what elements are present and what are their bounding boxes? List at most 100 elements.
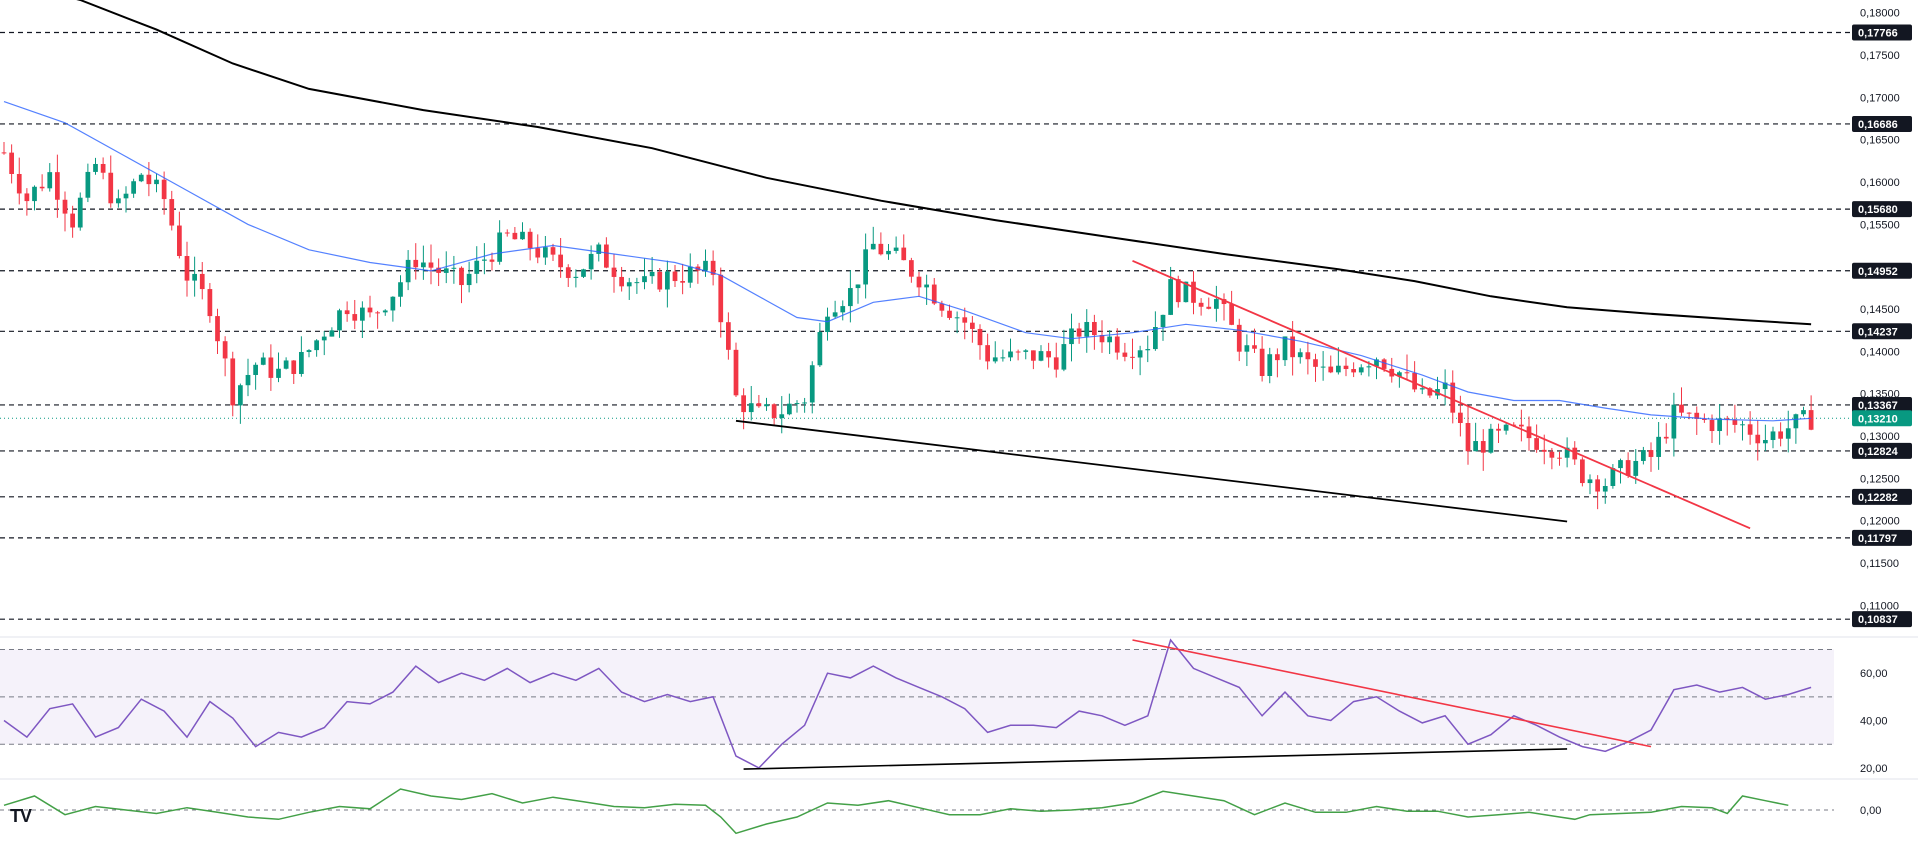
candle-body	[39, 186, 45, 189]
level-badge	[1852, 529, 1912, 546]
candle-body	[215, 316, 220, 342]
level-badge	[1852, 201, 1912, 218]
candle-body	[1534, 438, 1539, 450]
candle-body	[85, 171, 91, 198]
level-badge-label: 0,15680	[1858, 204, 1898, 216]
candle-body	[291, 360, 297, 374]
candle-body	[1450, 382, 1456, 413]
candle-body	[1046, 351, 1051, 358]
candle-body	[62, 199, 68, 214]
candle-body	[1290, 336, 1295, 358]
candle-body	[1297, 352, 1303, 358]
candle-body	[1496, 428, 1501, 431]
candle-body	[169, 199, 175, 226]
candle-body	[832, 312, 838, 317]
candle-body	[222, 341, 228, 359]
candle-body	[1252, 345, 1257, 349]
candle-body	[1, 152, 7, 154]
rsi-resistance-trendline	[1132, 639, 1652, 748]
candle-body	[238, 385, 243, 406]
candle-body	[276, 368, 281, 378]
support-trendline	[735, 419, 1568, 523]
candle-body	[1183, 281, 1189, 303]
candle-body	[931, 284, 937, 304]
candle-body	[314, 340, 319, 351]
candle-body	[939, 303, 945, 311]
price-tick-label: 0,12500	[1860, 473, 1900, 485]
candle-body	[1702, 418, 1707, 420]
candle-body	[1343, 365, 1349, 370]
candle-body	[649, 271, 655, 277]
candle-body	[1419, 388, 1425, 390]
level-badge-label: 0,13367	[1858, 400, 1898, 412]
candle-body	[146, 174, 152, 185]
candle-body	[1557, 457, 1562, 459]
candle-body	[1572, 447, 1578, 460]
price-tick-label: 0,11000	[1860, 600, 1899, 612]
candle-body	[466, 273, 472, 286]
candle-body	[825, 316, 830, 333]
candle-body	[1214, 299, 1219, 309]
candle-body	[1732, 419, 1738, 425]
candle-body	[1061, 344, 1067, 370]
rsi-tick-label: 20,00	[1860, 763, 1888, 775]
candle-body	[1092, 321, 1097, 336]
candle-body	[764, 404, 769, 407]
candle-body	[1236, 324, 1242, 352]
candle-body	[726, 322, 731, 350]
level-badge	[1852, 323, 1912, 340]
candle-body	[260, 357, 266, 365]
candle-body	[1114, 336, 1120, 353]
candle-body	[70, 213, 75, 228]
candle-body	[520, 231, 525, 240]
candle-body	[390, 296, 396, 311]
candles	[1, 141, 1814, 510]
candle-body	[1038, 351, 1044, 361]
candle-body	[1282, 336, 1288, 361]
candle-body	[687, 266, 693, 283]
candle-body	[1320, 366, 1326, 368]
candle-body	[809, 365, 815, 403]
candle-body	[1618, 460, 1623, 469]
candle-body	[413, 259, 419, 268]
candle-body	[1763, 440, 1768, 444]
candle-body	[367, 307, 373, 313]
candle-body	[550, 247, 556, 255]
candle-body	[1427, 388, 1433, 396]
candle-body	[161, 179, 167, 200]
candle-body	[870, 243, 876, 250]
candle-body	[1008, 351, 1013, 358]
candle-body	[626, 282, 632, 287]
candle-body	[642, 276, 647, 283]
level-badge	[1852, 442, 1912, 459]
candle-body	[1076, 328, 1082, 337]
candle-body	[1473, 441, 1478, 452]
candle-body	[1595, 479, 1600, 492]
candle-body	[1244, 345, 1250, 352]
candle-body	[443, 268, 449, 273]
level-badge-label: 0,14237	[1858, 326, 1898, 338]
candle-body	[177, 225, 182, 257]
candle-body	[909, 260, 914, 277]
candle-body	[306, 350, 312, 352]
candle-body	[1130, 356, 1135, 358]
candle-body	[1458, 412, 1463, 424]
candle-body	[1031, 350, 1036, 361]
candle-body	[878, 243, 884, 255]
candle-body	[1313, 359, 1318, 367]
candle-body	[992, 357, 998, 362]
candle-body	[970, 322, 975, 329]
price-tick-label: 0,12000	[1860, 516, 1900, 528]
candle-body	[596, 244, 602, 254]
candle-body	[1221, 299, 1227, 305]
candle-body	[1153, 327, 1158, 350]
candle-body	[1549, 451, 1555, 458]
candle-body	[710, 260, 716, 275]
candle-body	[192, 273, 197, 281]
candle-body	[1785, 428, 1791, 439]
candle-body	[886, 250, 891, 255]
rsi-tick-label: 40,00	[1860, 716, 1888, 728]
candle-body	[1633, 460, 1639, 476]
candle-body	[108, 172, 114, 204]
